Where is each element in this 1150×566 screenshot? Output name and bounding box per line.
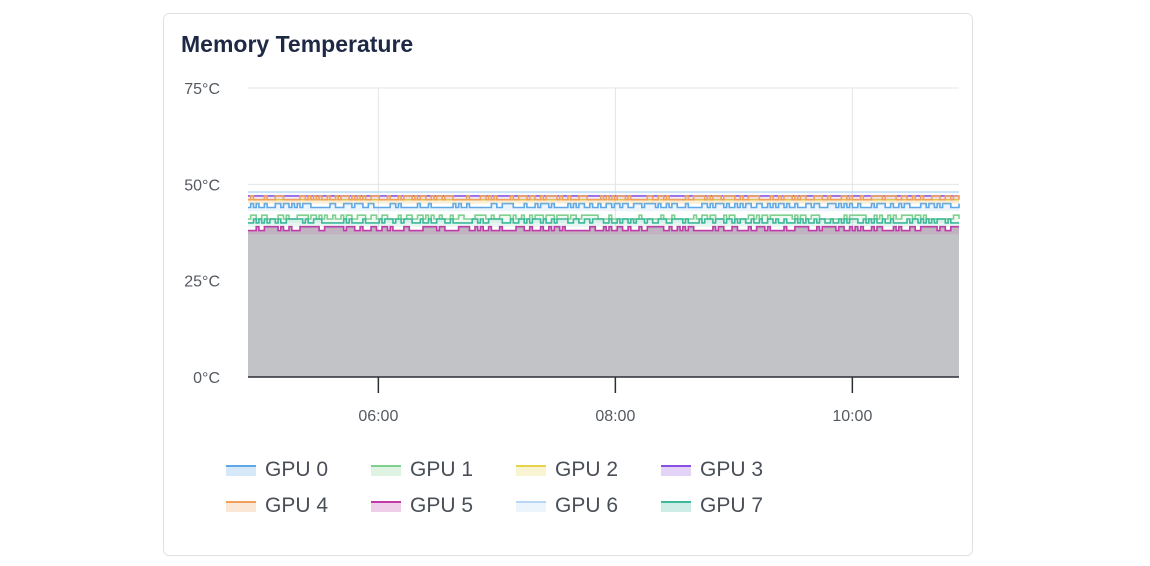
memory-temperature-chart[interactable]: 0°C 25°C 50°C 75°C 06:00 08:00 10:00: [164, 14, 974, 454]
legend-item-gpu-2[interactable]: GPU 2: [516, 457, 661, 483]
legend-label-gpu-1: GPU 1: [410, 458, 474, 481]
legend-label-gpu-2: GPU 2: [555, 458, 619, 481]
legend-swatch-gpu-7: [661, 500, 691, 512]
legend-item-gpu-3[interactable]: GPU 3: [661, 457, 806, 483]
legend-item-gpu-1[interactable]: GPU 1: [371, 457, 516, 483]
y-tick-label-3: 75°C: [184, 81, 220, 98]
legend-label-gpu-3: GPU 3: [700, 458, 764, 481]
legend-swatch-gpu-4: [226, 500, 256, 512]
series-fill-2: [248, 199, 959, 204]
memory-temperature-card: Memory Temperature 0°C 25°C 50°C 75°C 06:00 0…: [163, 13, 973, 556]
series-line-7[interactable]: [248, 218, 959, 224]
x-tick-label-0: 06:00: [358, 408, 398, 425]
legend-item-gpu-4[interactable]: GPU 4: [226, 493, 371, 519]
legend-item-gpu-5[interactable]: GPU 5: [371, 493, 516, 519]
legend-swatch-gpu-6: [516, 500, 546, 512]
legend-swatch-gpu-0: [226, 464, 256, 476]
x-tick-label-1: 08:00: [595, 408, 635, 425]
chart-legend: GPU 0 GPU 1 GPU 2 GPU 3 GPU 4 GPU 5 GPU …: [226, 457, 946, 519]
legend-swatch-gpu-3: [661, 464, 691, 476]
y-tick-label-1: 25°C: [184, 274, 220, 291]
series-line-0[interactable]: [248, 202, 960, 209]
legend-label-gpu-0: GPU 0: [265, 458, 329, 481]
legend-swatch-gpu-1: [371, 464, 401, 476]
y-tick-label-2: 50°C: [184, 177, 220, 194]
legend-swatch-gpu-2: [516, 464, 546, 476]
legend-item-gpu-7[interactable]: GPU 7: [661, 493, 806, 519]
x-tick-label-2: 10:00: [832, 408, 872, 425]
chart-title: Memory Temperature: [181, 31, 414, 57]
series-line-5[interactable]: [248, 225, 959, 232]
series-fill-0: [248, 203, 959, 212]
legend-item-gpu-0[interactable]: GPU 0: [226, 457, 371, 483]
legend-swatch-gpu-5: [371, 500, 401, 512]
series-area-base: [248, 226, 959, 377]
legend-label-gpu-4: GPU 4: [265, 494, 329, 517]
y-tick-label-0: 0°C: [193, 370, 220, 387]
legend-label-gpu-7: GPU 7: [700, 494, 764, 517]
legend-label-gpu-6: GPU 6: [555, 494, 619, 517]
series-fill-6: [248, 192, 959, 196]
legend-item-gpu-6[interactable]: GPU 6: [516, 493, 661, 519]
legend-label-gpu-5: GPU 5: [410, 494, 474, 517]
series-line-4[interactable]: [248, 195, 960, 201]
